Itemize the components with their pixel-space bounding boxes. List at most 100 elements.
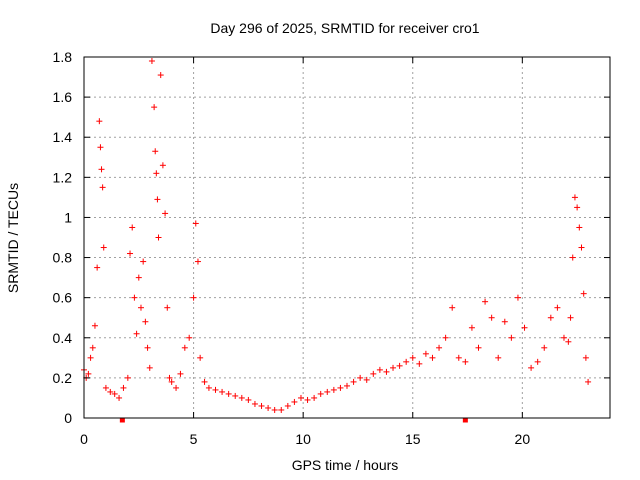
data-point xyxy=(357,374,364,381)
y-tick-label: 0.2 xyxy=(53,370,73,386)
data-point xyxy=(363,376,370,383)
data-point xyxy=(137,304,144,311)
data-point xyxy=(91,322,98,329)
data-point xyxy=(370,370,377,377)
data-point xyxy=(291,398,298,405)
data-point xyxy=(111,390,118,397)
data-point xyxy=(482,298,489,305)
data-point xyxy=(140,258,147,265)
data-point xyxy=(567,314,574,321)
data-point xyxy=(157,72,164,79)
outlier-point xyxy=(462,417,468,423)
data-point xyxy=(129,224,136,231)
data-point xyxy=(102,384,109,391)
data-point xyxy=(85,370,92,377)
plot-frame xyxy=(83,56,611,419)
data-point xyxy=(429,354,436,361)
data-point xyxy=(271,406,278,413)
data-point xyxy=(569,254,576,261)
data-point xyxy=(159,162,166,169)
x-axis-title: GPS time / hours xyxy=(292,457,399,473)
data-point xyxy=(462,358,469,365)
data-point xyxy=(576,224,583,231)
data-point xyxy=(258,402,265,409)
y-axis-title: SRMTID / TECUs xyxy=(5,183,21,293)
data-point xyxy=(148,58,155,65)
data-point xyxy=(142,318,149,325)
y-tick-label: 0.4 xyxy=(53,330,73,346)
data-point xyxy=(541,344,548,351)
data-point xyxy=(578,244,585,251)
data-point xyxy=(181,344,188,351)
data-point xyxy=(547,314,554,321)
data-point xyxy=(278,406,285,413)
data-point xyxy=(96,118,103,125)
data-point xyxy=(442,334,449,341)
data-point xyxy=(162,210,169,217)
outlier-point xyxy=(119,417,125,423)
data-point xyxy=(107,388,114,395)
y-tick-label: 0.8 xyxy=(53,250,73,266)
data-point xyxy=(168,378,175,385)
data-point xyxy=(186,334,193,341)
y-tick-label: 1.4 xyxy=(53,129,73,145)
data-point xyxy=(197,354,204,361)
data-point xyxy=(580,290,587,297)
data-point xyxy=(488,314,495,321)
data-point xyxy=(212,386,219,393)
data-point xyxy=(146,364,153,371)
data-point xyxy=(190,294,197,301)
data-point xyxy=(560,334,567,341)
data-point xyxy=(436,344,443,351)
data-point xyxy=(94,264,101,271)
data-point xyxy=(251,400,258,407)
data-point xyxy=(154,196,161,203)
data-marks xyxy=(81,58,592,423)
data-point xyxy=(383,368,390,375)
data-point xyxy=(127,250,134,257)
data-point xyxy=(225,390,232,397)
x-tick-label: 20 xyxy=(515,431,531,447)
data-point xyxy=(192,220,199,227)
data-point xyxy=(89,344,96,351)
data-point xyxy=(495,354,502,361)
y-tick-label: 1.6 xyxy=(53,89,73,105)
data-point xyxy=(571,194,578,201)
data-point xyxy=(376,366,383,373)
data-point xyxy=(155,234,162,241)
data-point xyxy=(403,358,410,365)
data-point xyxy=(521,324,528,331)
data-point xyxy=(177,370,184,377)
data-point xyxy=(390,364,397,371)
data-point xyxy=(350,378,357,385)
data-point xyxy=(311,394,318,401)
data-point xyxy=(534,358,541,365)
data-point xyxy=(422,350,429,357)
data-point xyxy=(238,394,245,401)
x-tick-label: 0 xyxy=(80,431,88,447)
data-point xyxy=(455,354,462,361)
data-point xyxy=(201,378,208,385)
tick-labels: 0 0.2 0.4 0.6 0.8 1 1.2 1.4 1.6 1.8 0 5 10 15 20 xyxy=(53,49,531,447)
data-point xyxy=(116,394,123,401)
data-point xyxy=(337,384,344,391)
data-point xyxy=(449,304,456,311)
data-point xyxy=(508,334,515,341)
y-tick-label: 0.6 xyxy=(53,290,73,306)
data-point xyxy=(232,392,239,399)
data-point xyxy=(475,344,482,351)
y-tick-label: 1.8 xyxy=(53,49,73,65)
data-point xyxy=(133,330,140,337)
data-point xyxy=(100,244,107,251)
data-point xyxy=(87,354,94,361)
data-point xyxy=(284,402,291,409)
data-point xyxy=(528,364,535,371)
data-point xyxy=(574,204,581,211)
x-tick-label: 15 xyxy=(405,431,421,447)
data-point xyxy=(585,378,592,385)
data-point xyxy=(468,324,475,331)
data-point xyxy=(144,344,151,351)
data-point xyxy=(98,166,105,173)
data-point xyxy=(317,390,324,397)
